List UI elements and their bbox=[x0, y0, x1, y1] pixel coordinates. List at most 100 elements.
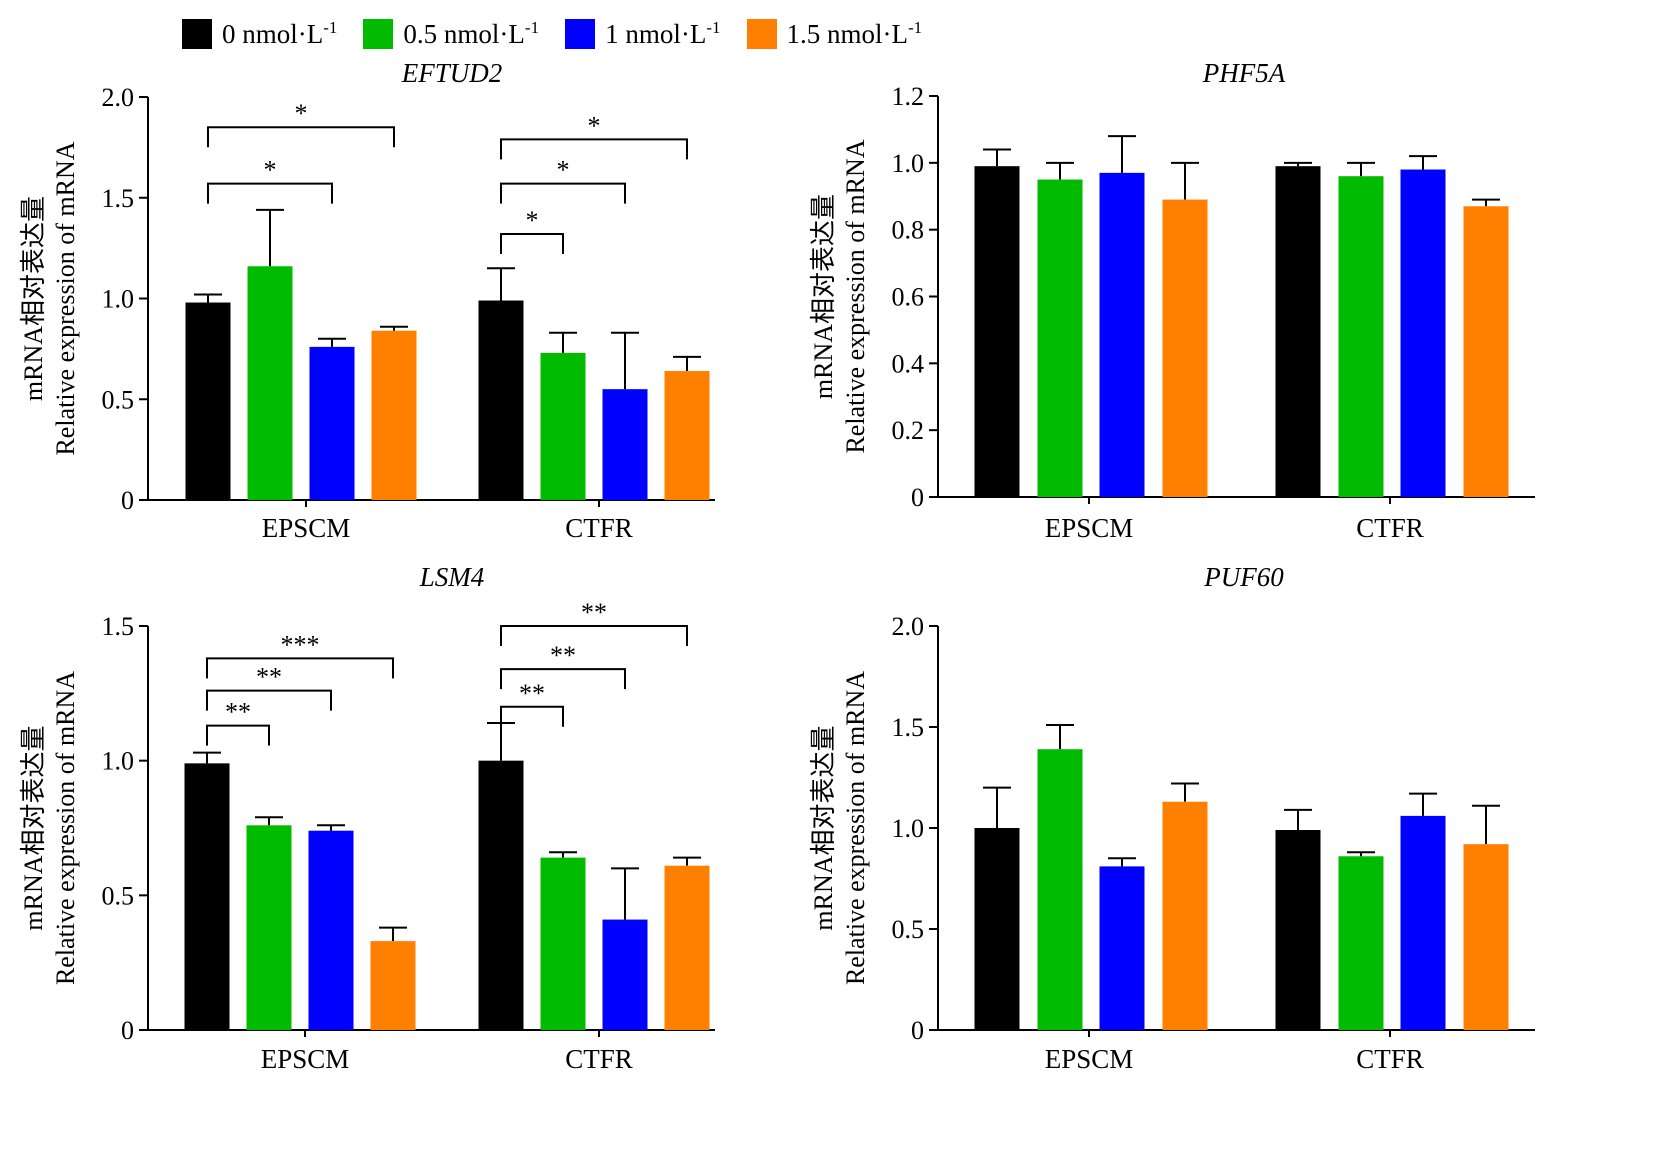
bar bbox=[371, 330, 417, 500]
bar bbox=[1162, 801, 1208, 1030]
bar bbox=[185, 302, 231, 500]
bar bbox=[1099, 866, 1145, 1030]
bar bbox=[974, 828, 1020, 1030]
chart-title: EFTUD2 bbox=[401, 58, 503, 88]
y-tick-label: 1.0 bbox=[892, 149, 925, 178]
bar bbox=[1400, 169, 1446, 497]
bar bbox=[1037, 749, 1083, 1030]
y-tick-label: 0 bbox=[121, 1016, 134, 1045]
x-tick-label: CTFR bbox=[565, 1044, 633, 1074]
y-axis-label-en: Relative expression of mRNA bbox=[51, 141, 80, 455]
bar bbox=[664, 371, 710, 500]
y-tick-label: 0 bbox=[911, 1016, 924, 1045]
significance-label: ** bbox=[550, 641, 576, 670]
significance-label: * bbox=[526, 206, 539, 235]
significance-label: * bbox=[588, 111, 601, 140]
legend-item-0nM: 0 nmol·L-1 bbox=[182, 18, 337, 50]
y-tick-label: 1.0 bbox=[102, 747, 135, 776]
legend-swatch-black bbox=[182, 19, 212, 49]
bar bbox=[1463, 844, 1509, 1030]
y-tick-label: 0 bbox=[911, 483, 924, 512]
legend-label: 0.5 nmol·L-1 bbox=[403, 18, 540, 49]
chart-title: PHF5A bbox=[1202, 58, 1286, 88]
y-axis-label-en: Relative expression of mRNA bbox=[841, 139, 870, 453]
bar bbox=[370, 941, 416, 1030]
legend-label: 1.5 nmol·L-1 bbox=[786, 18, 923, 49]
x-tick-label: CTFR bbox=[1356, 513, 1424, 543]
y-tick-label: 1.2 bbox=[892, 82, 925, 111]
y-tick-label: 0.5 bbox=[892, 915, 925, 944]
y-tick-label: 1.5 bbox=[892, 713, 925, 742]
bar bbox=[478, 760, 524, 1030]
legend-swatch-orange bbox=[746, 19, 777, 49]
bar bbox=[247, 266, 293, 500]
y-tick-label: 0.4 bbox=[892, 349, 925, 378]
bar bbox=[1162, 199, 1208, 497]
significance-bracket bbox=[500, 138, 688, 160]
y-tick-label: 0 bbox=[121, 486, 134, 515]
bar bbox=[1275, 166, 1321, 498]
significance-label: * bbox=[557, 156, 570, 185]
significance-bracket bbox=[500, 705, 564, 727]
bar bbox=[308, 830, 354, 1030]
chart-title: PUF60 bbox=[1203, 562, 1284, 592]
bar bbox=[664, 865, 710, 1030]
bar bbox=[1275, 830, 1321, 1030]
bar bbox=[540, 857, 586, 1030]
bar bbox=[602, 389, 648, 500]
x-tick-label: CTFR bbox=[565, 513, 633, 543]
significance-label: ** bbox=[581, 598, 607, 627]
legend: 0 nmol·L-1 0.5 nmol·L-1 1 nmol·L-1 1.5 n… bbox=[182, 14, 948, 54]
x-tick-label: EPSCM bbox=[1045, 513, 1134, 543]
chart-panel-lsm4: LSM4 mRNA相对表达量 Relative expression of mRNA… bbox=[19, 562, 715, 1074]
y-tick-label: 0.6 bbox=[892, 283, 925, 312]
y-axis-label-zh: mRNA相对表达量 bbox=[19, 196, 48, 401]
y-tick-label: 0.5 bbox=[102, 385, 135, 414]
bar bbox=[1037, 179, 1083, 497]
legend-swatch-green bbox=[363, 19, 394, 49]
significance-label: * bbox=[264, 156, 277, 185]
chart-title: LSM4 bbox=[419, 562, 485, 592]
y-tick-label: 0.5 bbox=[102, 881, 135, 910]
y-axis-label-en: Relative expression of mRNA bbox=[841, 671, 870, 985]
significance-bracket bbox=[500, 668, 626, 690]
significance-bracket bbox=[500, 233, 564, 255]
y-tick-label: 2.0 bbox=[892, 612, 925, 641]
bar bbox=[602, 919, 648, 1030]
x-tick-label: EPSCM bbox=[261, 1044, 350, 1074]
chart-panel-eftud2: EFTUD2 mRNA相对表达量 Relative expression of mR… bbox=[19, 58, 715, 543]
significance-label: * bbox=[295, 99, 308, 128]
y-tick-label: 1.0 bbox=[892, 814, 925, 843]
bar bbox=[1400, 815, 1446, 1030]
bar bbox=[1338, 856, 1384, 1030]
bar bbox=[1338, 176, 1384, 497]
legend-label: 1 nmol·L-1 bbox=[605, 18, 721, 49]
y-tick-label: 2.0 bbox=[102, 83, 135, 112]
significance-label: ** bbox=[519, 679, 545, 708]
legend-item-0.5nM: 0.5 nmol·L-1 bbox=[363, 18, 539, 50]
bar bbox=[1463, 206, 1509, 497]
legend-swatch-blue bbox=[565, 19, 596, 49]
significance-label: *** bbox=[281, 630, 320, 659]
chart-panel-phf5a: PHF5A mRNA相对表达量 Relative expression of mRN… bbox=[809, 58, 1535, 543]
bar bbox=[1099, 172, 1145, 497]
bar bbox=[974, 166, 1020, 498]
y-tick-label: 1.5 bbox=[102, 184, 135, 213]
x-tick-label: EPSCM bbox=[1045, 1044, 1134, 1074]
bar bbox=[246, 825, 292, 1030]
legend-label: 0 nmol·L-1 bbox=[222, 18, 338, 49]
bar bbox=[478, 300, 524, 500]
y-axis-label-zh: mRNA相对表达量 bbox=[809, 725, 838, 930]
significance-bracket bbox=[207, 126, 395, 148]
y-tick-label: 1.5 bbox=[102, 612, 135, 641]
significance-bracket bbox=[206, 657, 394, 679]
legend-item-1nM: 1 nmol·L-1 bbox=[565, 18, 721, 50]
significance-bracket bbox=[206, 724, 270, 746]
x-tick-label: EPSCM bbox=[262, 513, 351, 543]
significance-label: ** bbox=[256, 663, 282, 692]
bar bbox=[184, 763, 230, 1030]
y-axis-label-zh: mRNA相对表达量 bbox=[19, 725, 48, 930]
y-tick-label: 0.2 bbox=[892, 416, 925, 445]
legend-item-1.5nM: 1.5 nmol·L-1 bbox=[746, 18, 923, 50]
